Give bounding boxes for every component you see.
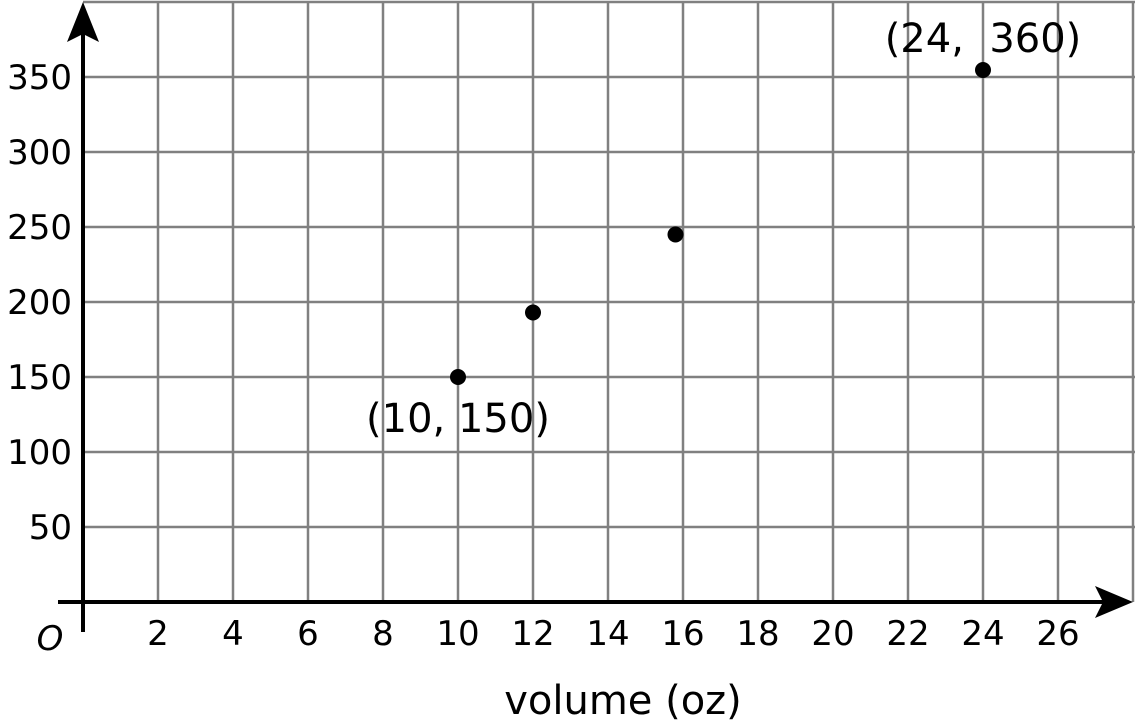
data-point [667, 226, 684, 243]
x-tick-label: 26 [1036, 614, 1079, 654]
grid [83, 0, 1135, 602]
x-tick-label: 24 [961, 614, 1004, 654]
y-tick-label: 300 [7, 133, 72, 173]
data-point [975, 62, 991, 78]
x-axis-label: volume (oz) [504, 678, 742, 724]
x-tick-label: 16 [661, 614, 704, 654]
annotations: (10, 150) (24, 360) [366, 16, 1081, 442]
y-tick-label: 200 [7, 283, 72, 323]
x-tick-label: 12 [511, 614, 554, 654]
tick-labels: 2 4 6 8 10 12 14 16 18 20 22 24 26501001502002503003… [7, 58, 1080, 654]
x-axis-arrow-icon [1095, 586, 1133, 618]
origin-label: O [37, 619, 64, 659]
x-tick-label: 4 [222, 614, 244, 654]
data-points [450, 62, 991, 385]
data-point [525, 304, 541, 321]
x-tick-label: 8 [372, 614, 394, 654]
y-tick-label: 150 [7, 358, 72, 398]
x-tick-label: 20 [811, 614, 854, 654]
x-tick-label: 14 [586, 614, 629, 654]
y-tick-label: 100 [7, 433, 72, 473]
y-tick-label: 50 [29, 508, 72, 548]
y-tick-label: 350 [7, 58, 72, 98]
point-annotation: (10, 150) [366, 396, 550, 442]
y-axis-arrow-icon [67, 2, 99, 42]
x-tick-label: 2 [147, 614, 169, 654]
data-point [450, 369, 466, 385]
x-tick-label: 6 [297, 614, 319, 654]
x-tick-label: 22 [886, 614, 929, 654]
x-tick-label: 18 [736, 614, 779, 654]
x-tick-label: 10 [436, 614, 479, 654]
point-annotation: (24, 360) [885, 16, 1082, 62]
axes [58, 2, 1133, 632]
y-tick-label: 250 [7, 208, 72, 248]
